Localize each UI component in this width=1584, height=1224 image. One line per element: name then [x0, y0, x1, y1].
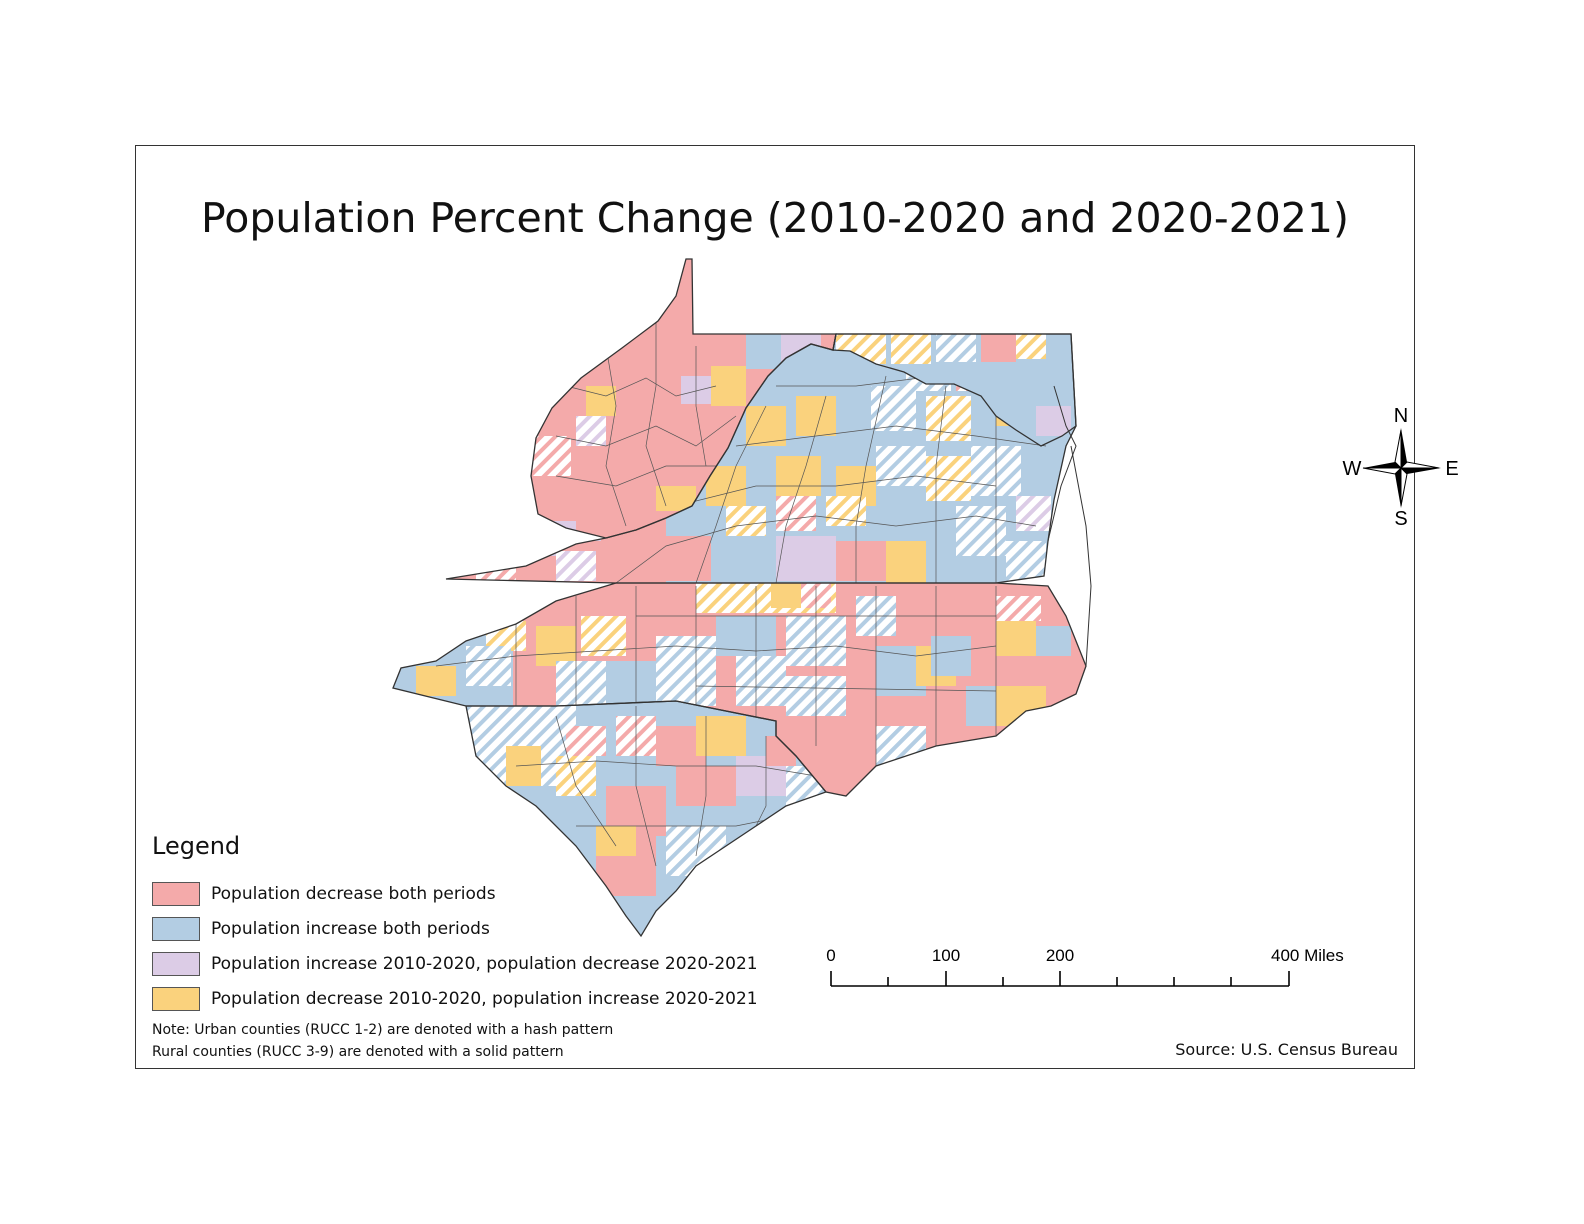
legend-label: Population increase both periods — [211, 918, 490, 939]
legend-swatch — [152, 916, 200, 941]
region-map — [392, 258, 1092, 937]
scale-label-200: 200 — [1046, 946, 1074, 965]
legend-item: Population decrease 2010-2020, populatio… — [152, 981, 758, 1016]
scale-label-0: 0 — [826, 946, 835, 965]
legend: Legend Population decrease both periods … — [152, 832, 758, 1016]
legend-label: Population decrease both periods — [211, 883, 496, 904]
compass-east: E — [1445, 458, 1458, 480]
scale-label-100: 100 — [932, 946, 960, 965]
legend-swatch — [152, 986, 200, 1011]
legend-label: Population decrease 2010-2020, populatio… — [211, 988, 758, 1009]
state-maryland — [833, 334, 1076, 446]
legend-label: Population increase 2010-2020, populatio… — [211, 953, 758, 974]
compass-north: N — [1394, 408, 1408, 427]
source-credit: Source: U.S. Census Bureau — [1175, 1040, 1398, 1059]
compass-west: W — [1343, 458, 1362, 480]
compass-south: S — [1394, 508, 1407, 528]
map-title: Population Percent Change (2010-2020 and… — [201, 194, 1349, 242]
scale-bar: 0 100 200 400 Miles — [826, 946, 1344, 987]
legend-item: Population decrease both periods — [152, 876, 758, 911]
legend-item: Population increase both periods — [152, 911, 758, 946]
legend-item: Population increase 2010-2020, populatio… — [152, 946, 758, 981]
state-borders — [392, 258, 1092, 937]
map-note: Note: Urban counties (RUCC 1-2) are deno… — [152, 1019, 613, 1063]
legend-swatch — [152, 881, 200, 906]
note-line-urban: Note: Urban counties (RUCC 1-2) are deno… — [152, 1022, 614, 1038]
map-frame: Population Percent Change (2010-2020 and… — [135, 145, 1459, 1069]
note-line-rural: Rural counties (RUCC 3-9) are denoted wi… — [152, 1044, 564, 1060]
scale-label-400: 400 Miles — [1271, 946, 1344, 965]
legend-swatch — [152, 951, 200, 976]
north-arrow: N S E W — [1341, 405, 1461, 530]
state-west-virginia — [531, 259, 836, 538]
legend-title: Legend — [152, 832, 241, 860]
compass-rose-icon: N S E W — [1343, 405, 1459, 530]
